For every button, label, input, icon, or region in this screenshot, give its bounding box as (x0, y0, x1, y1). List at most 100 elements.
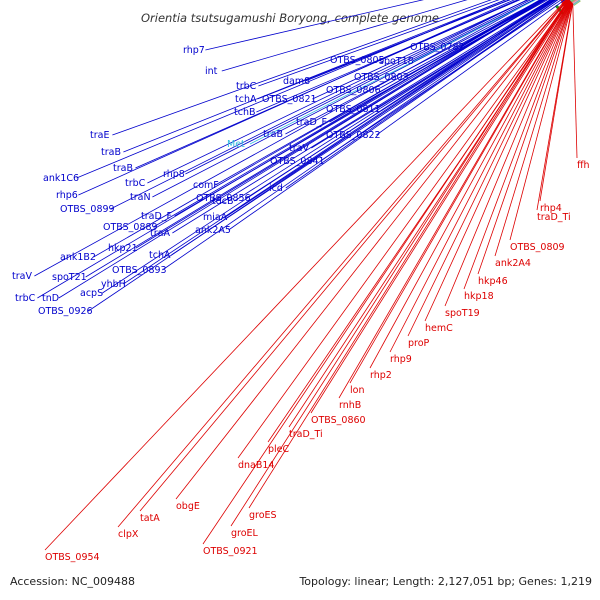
reverse-gene-label: rnhB (339, 400, 361, 411)
forward-gene-label: OTBS_0889 (103, 222, 158, 233)
reverse-label-line (139, 0, 568, 512)
forward-gene-label: trbC (236, 81, 257, 92)
forward-label-line (205, 0, 424, 51)
forward-gene-label: traB (113, 163, 133, 174)
forward-gene-label: traB (101, 147, 121, 158)
reverse-gene-label: traD_Ti (289, 429, 323, 440)
forward-gene-label: OTBS_0893 (112, 265, 167, 276)
reverse-gene-label: rhp4 (540, 203, 562, 214)
accession-text: Accession: NC_009488 (10, 575, 135, 588)
forward-gene-label: tchB (234, 107, 256, 118)
reverse-label-line (494, 2, 573, 257)
forward-gene-label: acpS (80, 288, 103, 299)
forward-gene-label: OTBS_0899 (60, 204, 115, 215)
reverse-label-line (175, 0, 569, 500)
forward-gene-label: OTBS_0926 (38, 306, 93, 317)
reverse-label-line (267, 0, 570, 443)
forward-label-line (225, 0, 555, 218)
reverse-label-line (349, 0, 571, 384)
reverse-label-line (477, 2, 573, 275)
forward-gene-label: ank2A5 (195, 225, 231, 236)
reverse-gene-label: hemC (425, 323, 453, 334)
reverse-gene-label: ffh (577, 160, 590, 171)
forward-label-line (34, 0, 535, 277)
genome-summary-text: Topology: linear; Length: 2,127,051 bp; … (298, 575, 592, 588)
forward-gene-label: traD_F (296, 117, 327, 128)
forward-label-line (285, 0, 542, 135)
forward-gene-label: ank1C6 (43, 173, 79, 184)
reverse-gene-label: OTBS_0921 (203, 546, 258, 557)
reverse-gene-label: groEL (231, 528, 259, 539)
forward-gene-label: comF (193, 180, 219, 191)
forward-label-line (312, 0, 529, 100)
reverse-label-line (230, 0, 569, 527)
reverse-gene-label: lon (350, 385, 364, 396)
reverse-label-line (463, 2, 572, 290)
label-line-layer (34, 0, 578, 551)
forward-label-line (172, 0, 551, 234)
forward-gene-label: spoT21 (52, 272, 87, 283)
reverse-label-line (572, 3, 578, 159)
reverse-gene-label: traD_Ti (537, 212, 571, 223)
forward-label-line (93, 0, 541, 258)
forward-label-line (171, 0, 557, 256)
reverse-gene-label: OTBS_0809 (510, 242, 565, 253)
reverse-gene-label: proP (408, 338, 430, 349)
forward-gene-label: icd (269, 183, 283, 194)
forward-gene-label: yhbH (101, 279, 126, 290)
reverse-gene-label: obgE (176, 501, 200, 512)
forward-label-line (305, 0, 510, 82)
forward-label-line (58, 0, 545, 299)
forward-label-line (162, 0, 556, 271)
reverse-label-line (237, 0, 570, 459)
reverse-gene-label: rhp2 (370, 370, 392, 381)
forward-label-line (37, 0, 542, 299)
map-title: Orientia tsutsugamushi Boryong, complete… (141, 11, 439, 25)
forward-gene-label: OTBS_0782 (410, 42, 465, 53)
forward-gene-label: tdcB (212, 196, 234, 207)
forward-label-line (258, 0, 500, 87)
forward-label-line (110, 0, 528, 210)
reverse-gene-label: groES (249, 510, 277, 521)
forward-gene-label: rhp8 (163, 169, 185, 180)
forward-gene-label: OTBS_0805 (330, 55, 385, 66)
forward-gene-label: tchA (149, 250, 171, 261)
forward-gene-label: OTBS_0806 (326, 85, 381, 96)
forward-gene-label: traN (130, 192, 151, 203)
forward-gene-label: rhp7 (183, 45, 205, 56)
reverse-gene-label: hkp18 (464, 291, 494, 302)
forward-label-line (78, 0, 515, 196)
reverse-label-line (202, 0, 569, 545)
forward-gene-label: trbC (15, 293, 36, 304)
forward-gene-label: traE (90, 130, 109, 141)
forward-gene-label: tchA (235, 94, 257, 105)
forward-label-line (102, 0, 551, 294)
forward-label-line (228, 0, 559, 231)
reverse-gene-label: hkp46 (478, 276, 508, 287)
forward-label-line (76, 0, 507, 179)
forward-gene-label: OTBS_0811 (326, 104, 381, 115)
forward-gene-label: OTBS_0841 (270, 156, 325, 167)
special-label-line (249, 0, 537, 145)
reverse-gene-label: ank2A4 (495, 258, 531, 269)
forward-label-line (88, 0, 552, 312)
reverse-label-line (539, 3, 573, 202)
reverse-label-line (444, 1, 572, 307)
forward-gene-label: traB (263, 129, 283, 140)
forward-gene-label: traA (150, 228, 170, 239)
forward-label-line (285, 0, 558, 189)
reverse-gene-label: rhp9 (390, 354, 412, 365)
reverse-label-line (44, 0, 567, 551)
forward-label-line (135, 0, 519, 169)
reverse-label-line (536, 3, 573, 211)
reverse-gene-label: OTBS_0860 (311, 415, 366, 426)
forward-gene-label: OTBS_0803 (354, 72, 409, 83)
forward-gene-label: traV (12, 271, 32, 282)
forward-label-line (234, 0, 552, 202)
reverse-label-line (424, 1, 572, 322)
forward-gene-label: trbC (125, 178, 146, 189)
reverse-label-line (117, 0, 568, 528)
forward-gene-label: hkp21 (108, 243, 138, 254)
